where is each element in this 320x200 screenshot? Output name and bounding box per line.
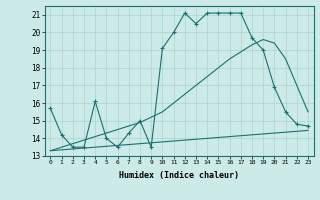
X-axis label: Humidex (Indice chaleur): Humidex (Indice chaleur) [119, 171, 239, 180]
